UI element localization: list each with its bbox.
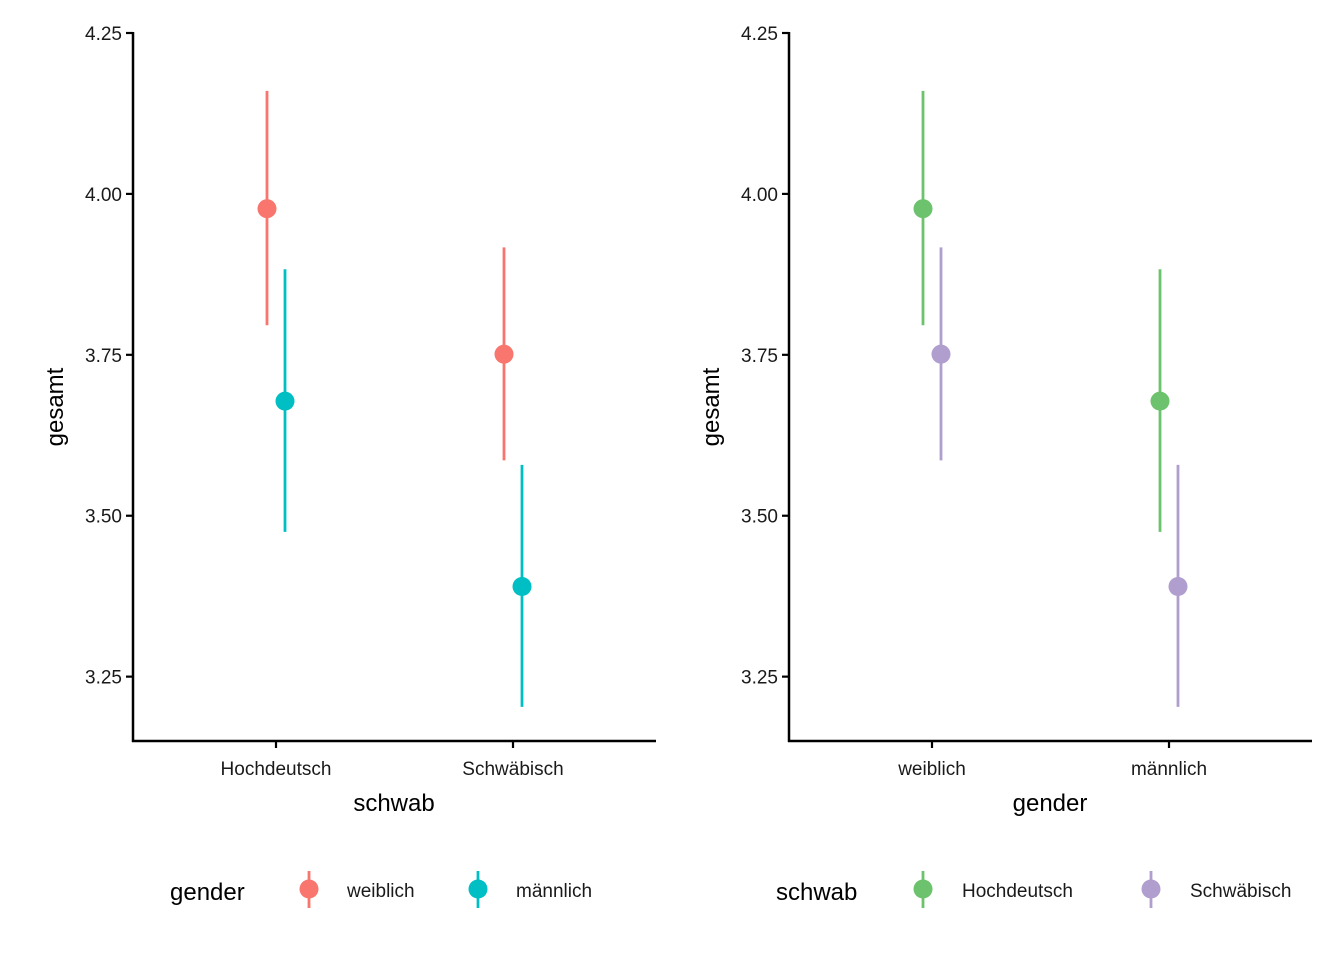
data-point xyxy=(512,577,532,597)
x-ticks: Hochdeutsch Schwäbisch xyxy=(221,741,564,780)
x-tick-label: Schwäbisch xyxy=(462,759,563,780)
y-tick-label: 4.00 xyxy=(741,185,778,206)
errorbar-point xyxy=(275,269,295,532)
panel-marks xyxy=(257,90,532,707)
legend-title: gender xyxy=(170,879,245,906)
y-axis-title: gesamt xyxy=(698,367,725,446)
legend: gender weiblich männlich xyxy=(170,871,592,908)
legend-key-point xyxy=(299,879,319,899)
data-point xyxy=(931,344,951,364)
x-axis-title: schwab xyxy=(353,790,434,817)
errorbar-point xyxy=(257,90,277,326)
legend-label: Schwäbisch xyxy=(1190,881,1291,902)
y-ticks: 3.25 3.50 3.75 4.00 4.25 xyxy=(741,24,789,689)
legend-title: schwab xyxy=(776,879,857,906)
legend: schwab Hochdeutsch Schwäbisch xyxy=(776,871,1291,908)
legend-label: männlich xyxy=(516,881,592,902)
data-point xyxy=(494,344,514,364)
errorbar-point xyxy=(1168,464,1188,707)
legend-key-point xyxy=(468,879,488,899)
errorbar-point xyxy=(1150,269,1170,532)
legend-key-point xyxy=(913,879,933,899)
legend-key-weiblich xyxy=(299,871,319,908)
y-tick-label: 3.50 xyxy=(85,507,122,528)
y-tick-label: 3.25 xyxy=(85,668,122,689)
y-tick-label: 4.00 xyxy=(85,185,122,206)
y-tick-label: 3.50 xyxy=(741,507,778,528)
y-axis-title: gesamt xyxy=(42,367,69,446)
panel-marks xyxy=(913,90,1188,707)
x-tick-label: Hochdeutsch xyxy=(221,759,332,780)
errorbar-point xyxy=(512,464,532,707)
legend-key-point xyxy=(1141,879,1161,899)
x-tick-label: weiblich xyxy=(897,759,966,780)
data-point xyxy=(913,199,933,219)
errorbar-point xyxy=(931,247,951,461)
legend-key-maennlich xyxy=(468,871,488,908)
errorbar-point xyxy=(494,247,514,461)
panel-schwab: 3.25 3.50 3.75 4.00 4.25 Hochdeutsch Schwäbis… xyxy=(42,24,656,908)
y-tick-label: 3.75 xyxy=(85,346,122,367)
x-ticks: weiblich männlich xyxy=(897,741,1207,780)
panel-gender: 3.25 3.50 3.75 4.00 4.25 weiblich männlich ge… xyxy=(698,24,1312,908)
x-tick-label: männlich xyxy=(1131,759,1207,780)
errorbar-point xyxy=(913,90,933,326)
data-point xyxy=(1150,391,1170,411)
y-tick-label: 4.25 xyxy=(85,24,122,45)
data-point xyxy=(257,199,277,219)
y-tick-label: 3.75 xyxy=(741,346,778,367)
legend-key-schwaebisch xyxy=(1141,871,1161,908)
legend-label: Hochdeutsch xyxy=(962,881,1073,902)
y-ticks: 3.25 3.50 3.75 4.00 4.25 xyxy=(85,24,133,689)
data-point xyxy=(275,391,295,411)
legend-label: weiblich xyxy=(346,881,415,902)
y-tick-label: 3.25 xyxy=(741,668,778,689)
x-axis-title: gender xyxy=(1013,790,1088,817)
data-point xyxy=(1168,577,1188,597)
y-tick-label: 4.25 xyxy=(741,24,778,45)
legend-key-hochdeutsch xyxy=(913,871,933,908)
